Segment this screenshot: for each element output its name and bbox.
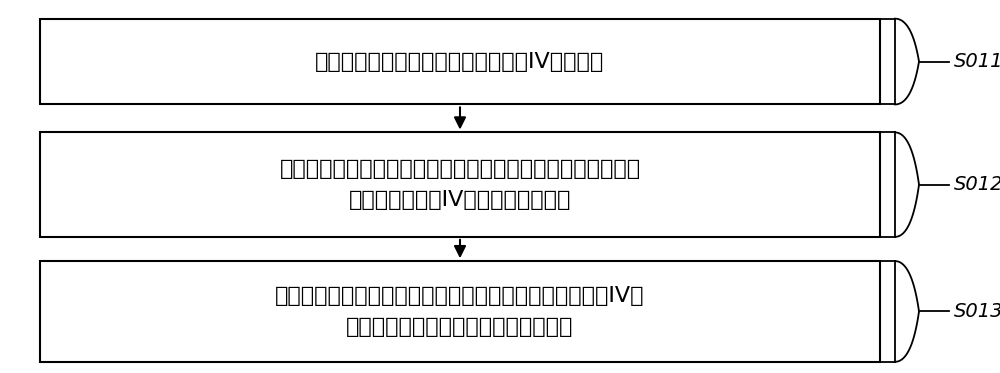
- Text: 结合当前环境参数以及当前环境条件下本光伏组串的参数，对
预先扫描得到的IV特性曲线进行修正: 结合当前环境参数以及当前环境条件下本光伏组串的参数，对 预先扫描得到的IV特性曲…: [279, 159, 641, 210]
- FancyBboxPatch shape: [40, 261, 880, 362]
- FancyBboxPatch shape: [40, 132, 880, 237]
- Text: S013: S013: [954, 302, 1000, 321]
- FancyBboxPatch shape: [40, 19, 880, 104]
- Text: S011: S011: [954, 52, 1000, 71]
- Text: 依据当前环境参数、本光伏组串的工作电压以及修正后的IV特
性曲线，推算出本光伏组串的工作电流: 依据当前环境参数、本光伏组串的工作电压以及修正后的IV特 性曲线，推算出本光伏组…: [275, 286, 645, 337]
- Text: 调取出预先扫描得到的本光伏组串的IV特性曲线: 调取出预先扫描得到的本光伏组串的IV特性曲线: [315, 51, 605, 72]
- Text: S012: S012: [954, 175, 1000, 194]
